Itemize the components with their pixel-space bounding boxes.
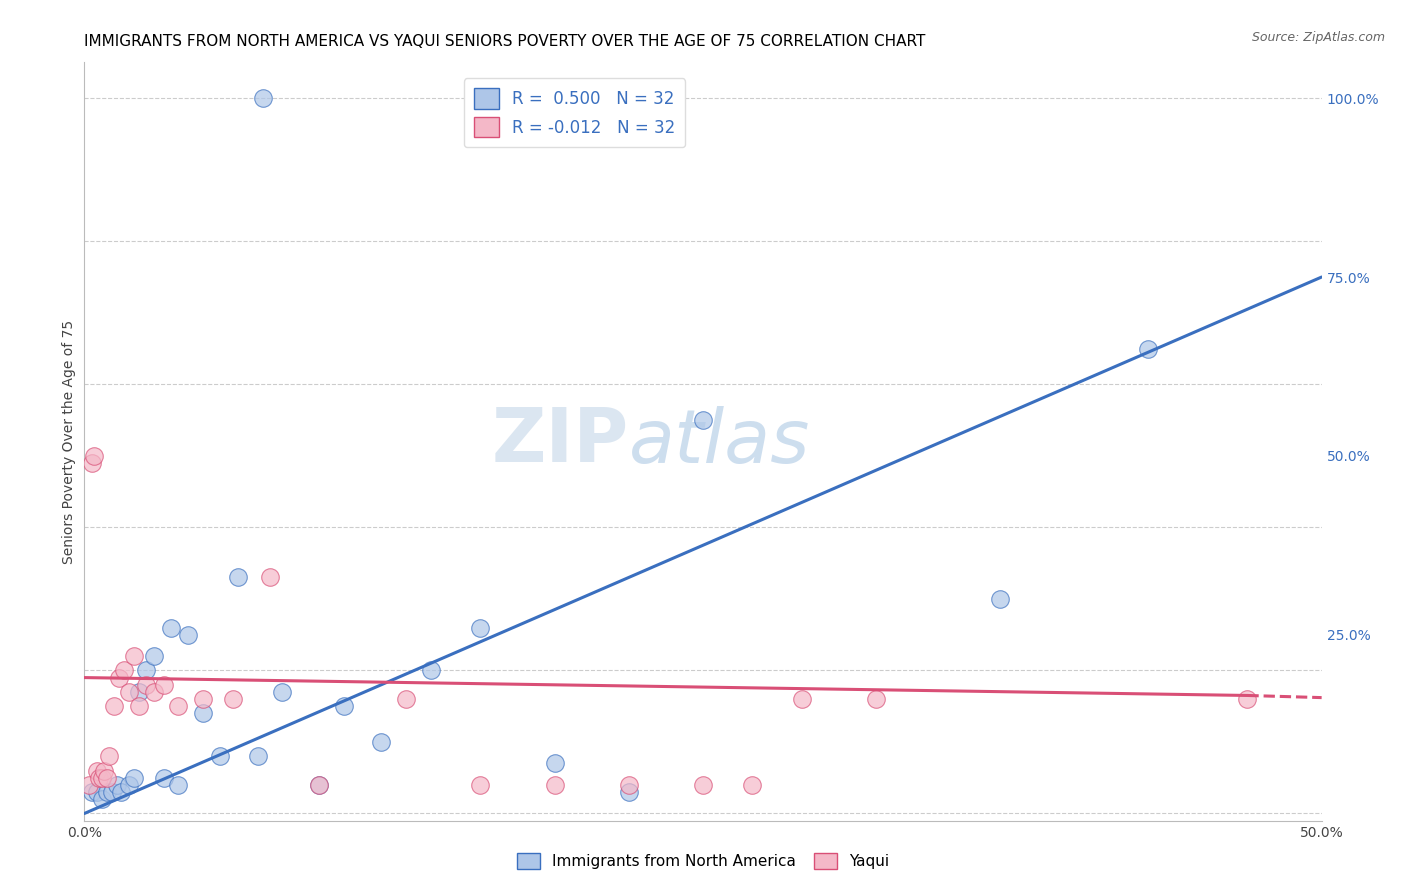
- Point: [128, 699, 150, 714]
- Legend: Immigrants from North America, Yaqui: Immigrants from North America, Yaqui: [510, 847, 896, 875]
- Point: [543, 756, 565, 771]
- Point: [142, 685, 165, 699]
- Point: [80, 785, 103, 799]
- Point: [543, 778, 565, 792]
- Point: [135, 678, 157, 692]
- Point: [1137, 342, 1160, 356]
- Point: [617, 778, 640, 792]
- Point: [122, 771, 145, 785]
- Point: [96, 771, 118, 785]
- Point: [80, 456, 103, 470]
- Point: [152, 678, 174, 692]
- Point: [122, 649, 145, 664]
- Point: [222, 692, 245, 706]
- Point: [93, 764, 115, 778]
- Point: [470, 620, 492, 634]
- Point: [108, 671, 131, 685]
- Point: [128, 685, 150, 699]
- Point: [112, 664, 135, 678]
- Y-axis label: Seniors Poverty Over the Age of 75: Seniors Poverty Over the Age of 75: [62, 319, 76, 564]
- Point: [90, 792, 112, 806]
- Point: [865, 692, 887, 706]
- Point: [988, 591, 1011, 606]
- Point: [308, 778, 330, 792]
- Point: [167, 699, 190, 714]
- Point: [160, 620, 183, 634]
- Point: [86, 785, 108, 799]
- Point: [83, 449, 105, 463]
- Point: [395, 692, 418, 706]
- Point: [790, 692, 813, 706]
- Point: [100, 785, 122, 799]
- Legend: R =  0.500   N = 32, R = -0.012   N = 32: R = 0.500 N = 32, R = -0.012 N = 32: [464, 78, 686, 147]
- Point: [252, 91, 274, 105]
- Point: [370, 735, 392, 749]
- Point: [135, 664, 157, 678]
- Text: IMMIGRANTS FROM NORTH AMERICA VS YAQUI SENIORS POVERTY OVER THE AGE OF 75 CORREL: IMMIGRANTS FROM NORTH AMERICA VS YAQUI S…: [84, 34, 925, 49]
- Point: [617, 785, 640, 799]
- Text: ZIP: ZIP: [492, 405, 628, 478]
- Point: [98, 749, 121, 764]
- Point: [96, 785, 118, 799]
- Point: [692, 778, 714, 792]
- Point: [692, 413, 714, 427]
- Text: Source: ZipAtlas.com: Source: ZipAtlas.com: [1251, 31, 1385, 45]
- Point: [209, 749, 232, 764]
- Point: [246, 749, 269, 764]
- Point: [741, 778, 763, 792]
- Point: [79, 778, 101, 792]
- Point: [177, 628, 200, 642]
- Point: [86, 764, 108, 778]
- Point: [152, 771, 174, 785]
- Point: [105, 778, 128, 792]
- Point: [191, 706, 214, 721]
- Point: [90, 771, 112, 785]
- Point: [271, 685, 294, 699]
- Point: [226, 570, 249, 584]
- Point: [118, 778, 141, 792]
- Point: [142, 649, 165, 664]
- Point: [167, 778, 190, 792]
- Point: [110, 785, 132, 799]
- Text: atlas: atlas: [628, 406, 810, 477]
- Point: [333, 699, 356, 714]
- Point: [1236, 692, 1258, 706]
- Point: [89, 771, 111, 785]
- Point: [191, 692, 214, 706]
- Point: [470, 778, 492, 792]
- Point: [118, 685, 141, 699]
- Point: [103, 699, 125, 714]
- Point: [419, 664, 441, 678]
- Point: [259, 570, 281, 584]
- Point: [308, 778, 330, 792]
